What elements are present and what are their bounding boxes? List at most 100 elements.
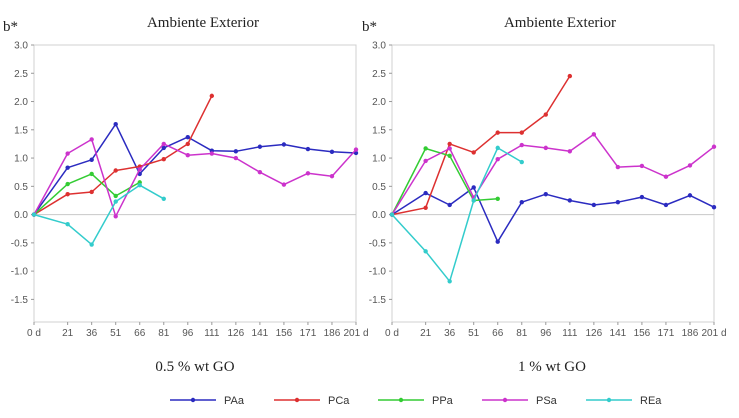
data-point-paa (185, 134, 190, 140)
x-tick-label: 81 (516, 328, 528, 339)
data-point-psa (423, 158, 428, 164)
y-tick-label: 0.0 (14, 210, 28, 221)
data-point-paa (543, 192, 548, 197)
data-point-rea (137, 182, 142, 188)
data-point-psa (615, 164, 621, 170)
data-point-paa (639, 194, 645, 200)
data-point-paa (257, 144, 263, 149)
legend: PAa PCa PPa PSa REa (170, 395, 662, 407)
x-tick-label: 96 (540, 328, 552, 339)
data-point-rea (113, 199, 118, 204)
chart-subtitle: 1 % wt GO (518, 359, 586, 375)
data-point-ppa (65, 181, 70, 187)
legend-marker-ppa (398, 397, 404, 403)
data-point-paa (471, 185, 476, 190)
data-point-paa (423, 190, 428, 196)
chart-title: Ambiente Exterior (504, 15, 616, 31)
series-line-pca (391, 75, 571, 216)
chart-panel-right: 3.0 2.5 2.0 1.5 1.0 0.5 0.0 -0.5 -1.0 -1.5 0 d 21 36… (362, 15, 727, 375)
data-point-paa (567, 198, 573, 203)
data-point-psa (185, 153, 190, 158)
data-point-paa (495, 239, 500, 244)
data-point-paa (519, 199, 524, 205)
data-point-paa (65, 165, 70, 170)
data-point-pca (161, 156, 166, 162)
series-line-psa (391, 133, 715, 215)
y-axis-label: b* (362, 19, 377, 35)
data-point-pca (471, 150, 476, 155)
data-point-paa (591, 202, 597, 208)
data-point-pca (543, 112, 548, 117)
x-tick-label: 66 (492, 328, 504, 339)
data-point-psa (65, 151, 70, 156)
data-point-ppa (113, 193, 118, 199)
data-point-psa (329, 173, 335, 179)
y-tick-label: -1.5 (369, 295, 387, 306)
y-tick-label: 1.5 (14, 125, 28, 136)
x-tick-label: 171 (658, 328, 675, 339)
series-line-pca (33, 95, 213, 216)
x-tick-label: 141 (610, 328, 627, 339)
data-point-paa (281, 142, 287, 147)
y-axis-label: b* (3, 19, 18, 35)
data-point-psa (711, 144, 717, 149)
data-point-psa (89, 137, 94, 142)
y-tick-label: -1.0 (11, 267, 29, 278)
series-line-rea (33, 184, 165, 246)
x-tick-label: 96 (182, 328, 194, 339)
x-tick-label: 141 (252, 328, 269, 339)
data-point-paa (687, 193, 693, 198)
data-point-psa (209, 151, 215, 156)
x-tick-label: 21 (62, 328, 74, 339)
x-tick-label: 156 (634, 328, 651, 339)
y-tick-label: -0.5 (369, 238, 387, 249)
data-point-ppa (89, 171, 94, 177)
data-point-psa (281, 182, 287, 187)
data-point-paa (161, 145, 166, 151)
data-point-pca (447, 141, 452, 147)
data-point-psa (687, 163, 693, 168)
x-tick-label: 171 (300, 328, 317, 339)
legend-label-psa: PSa (536, 395, 558, 407)
data-point-psa (353, 147, 359, 152)
legend-marker-psa (502, 397, 508, 403)
data-point-paa (89, 157, 94, 162)
y-tick-label: 1.0 (372, 154, 386, 165)
data-point-rea (447, 279, 452, 284)
legend-label-pca: PCa (328, 395, 350, 407)
y-tick-label: -0.5 (11, 238, 29, 249)
data-point-paa (305, 146, 311, 152)
data-point-psa (113, 214, 118, 219)
x-tick-label: 201 d (701, 328, 726, 339)
x-tick-label: 51 (110, 328, 122, 339)
data-point-ppa (495, 196, 500, 201)
data-point-paa (447, 202, 452, 208)
data-point-psa (591, 132, 597, 137)
y-tick-label: 3.0 (14, 41, 28, 52)
x-tick-label: 126 (586, 328, 603, 339)
x-tick-label: 126 (228, 328, 245, 339)
data-point-psa (543, 145, 548, 151)
plot-area (33, 44, 357, 323)
data-point-pca (423, 205, 428, 211)
data-point-psa (519, 142, 524, 148)
data-point-psa (257, 169, 263, 175)
chart-subtitle: 0.5 % wt GO (155, 359, 234, 375)
legend-label-ppa: PPa (432, 395, 454, 407)
x-tick-label: 0 d (385, 328, 399, 339)
x-tick-label: 186 (682, 328, 699, 339)
x-tick-label: 111 (562, 328, 578, 339)
x-tick-label: 36 (444, 328, 456, 339)
data-point-paa (113, 121, 118, 127)
x-tick-label: 66 (134, 328, 146, 339)
chart-panel-left: 3.0 2.5 2.0 1.5 1.0 0.5 0.0 -0.5 -1.0 -1.5 0 d 21 36… (3, 15, 369, 375)
data-point-paa (663, 202, 669, 208)
y-tick-label: 2.0 (372, 97, 386, 108)
data-point-paa (711, 205, 717, 210)
data-point-rea (65, 222, 70, 227)
data-point-rea (471, 198, 476, 203)
series-line-paa (391, 186, 715, 243)
x-tick-label: 51 (468, 328, 480, 339)
data-point-paa (233, 149, 239, 154)
y-tick-label: 2.0 (14, 97, 28, 108)
